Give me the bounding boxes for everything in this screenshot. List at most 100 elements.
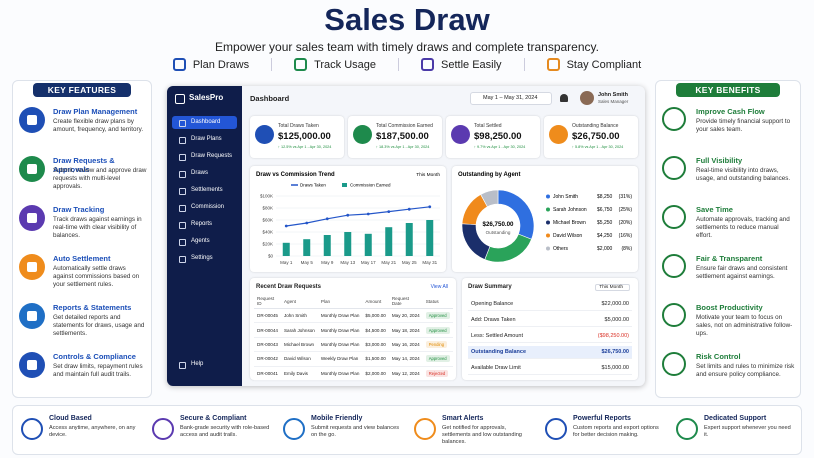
footer-text: Access anytime, anywhere, on any device. <box>49 425 136 438</box>
donut-segment <box>480 189 499 208</box>
benefit-icon <box>662 156 686 180</box>
benefit-text: Set limits and rules to minimize risk an… <box>696 363 795 379</box>
x-tick-label: May 31 <box>422 260 437 265</box>
benefits-panel: KEY BENEFITS Improve Cash Flow Provide tim… <box>655 80 801 398</box>
footer-title: Mobile Friendly <box>311 415 363 422</box>
menu-item[interactable]: Draw Plans <box>172 133 237 146</box>
legend-dot <box>546 220 550 225</box>
menu-item[interactable]: Reports <box>172 218 237 231</box>
cell: $3,000.00 <box>362 337 389 353</box>
header-row: Request ID Agent Plan Amount Request Date Sta… <box>254 294 453 309</box>
kpi-change: ↑ 5.8% vs Apr 1 - Apr 30, 2024 <box>572 145 624 149</box>
menu-item[interactable]: Settlements <box>172 184 237 197</box>
feature: Draw Plan Management Create flexible draw… <box>13 105 151 153</box>
benefit-title: Full Visibility <box>696 156 743 165</box>
y-tick-label: $60K <box>262 218 273 223</box>
footer-item: Cloud Based Access anytime, anywhere, on … <box>13 406 144 456</box>
cell: David Wilson <box>280 351 318 367</box>
highlight-icon <box>294 58 308 71</box>
column-header: Plan <box>317 294 363 309</box>
menu-item[interactable]: Draws <box>172 167 237 180</box>
benefit-title: Boost Productivity <box>696 303 763 312</box>
cell: Monthly Draw Plan <box>317 322 363 338</box>
status-badge: Pending <box>425 340 448 348</box>
footer-icon <box>676 418 698 440</box>
kpi-icon <box>549 125 568 144</box>
feature-title: Draw Tracking <box>53 205 105 214</box>
main-area: Dashboard May 1 – May 31, 2024 John Smith S… <box>242 86 645 386</box>
x-tick-label: May 21 <box>381 260 396 265</box>
legend-label: Commission Earned <box>350 183 391 188</box>
brand-icon <box>175 94 185 104</box>
benefit: Boost Productivity Motivate your team to … <box>656 301 800 349</box>
benefit-text: Provide timely financial support to your… <box>696 118 791 134</box>
column-header: Request ID <box>254 294 281 309</box>
cell: Approved <box>422 351 453 367</box>
cell: DR-00045 <box>254 308 281 324</box>
summary-label: Outstanding Balance <box>471 349 527 355</box>
feature-icon <box>19 205 45 231</box>
date-range[interactable]: May 1 – May 31, 2024 <box>470 92 552 105</box>
point <box>325 217 329 221</box>
column-header: Agent <box>280 294 318 309</box>
x-tick-label: May 13 <box>340 260 355 265</box>
feature-text: Set draw limits, repayment rules and mai… <box>53 363 143 379</box>
highlight-text: Plan Draws <box>192 58 250 71</box>
menu-item[interactable]: Draw Requests <box>172 150 237 163</box>
y-tick-label: $20K <box>262 242 273 247</box>
kpi-label: Total Draws Taken <box>278 123 319 129</box>
legend-percent: (31%) <box>619 194 633 200</box>
x-tick-label: May 1 <box>280 260 293 265</box>
kpi-value: $187,500.00 <box>376 131 429 142</box>
feature-icon <box>19 156 45 182</box>
trend-chart: Draw vs Commission Trend This Month Draws … <box>256 172 440 265</box>
title: Sales Draw <box>324 2 490 37</box>
benefit-title: Fair & Transparent <box>696 254 763 263</box>
feature: Auto Settlement Automatically settle draw… <box>13 252 151 300</box>
panel-title: KEY FEATURES <box>33 83 131 97</box>
benefit-title: Risk Control <box>696 352 741 361</box>
menu-item[interactable]: Dashboard <box>172 116 237 129</box>
summary-value: $26,750.00 <box>601 349 629 355</box>
point <box>387 210 391 213</box>
kpi-value: $125,000.00 <box>278 131 331 142</box>
benefit-text: Ensure fair draws and consistent settlem… <box>696 265 788 281</box>
donut-center-value: $26,750.00 <box>483 221 515 228</box>
sidebar: SalesPro Dashboard Draw Plans Draw Requests… <box>167 86 242 386</box>
requests-table: Request ID Agent Plan Amount Request Date Sta… <box>254 294 453 381</box>
chart-title: Outstanding by Agent <box>458 172 520 178</box>
menu-item[interactable]: Commission <box>172 201 237 214</box>
highlights: Plan Draws Track Usage Settle Easily Stay C… <box>0 58 814 71</box>
y-tick-label: $80K <box>262 206 273 211</box>
feature-text: Automatically settle draws against commi… <box>53 265 140 289</box>
cell: May 14, 2024 <box>388 351 423 367</box>
footer-title: Smart Alerts <box>442 415 484 422</box>
benefit-icon <box>662 254 686 278</box>
footer-icon <box>545 418 567 440</box>
column-header: Status <box>422 294 453 309</box>
kpi-card: Outstanding Balance $26,750.00 ↑ 5.8% vs A… <box>544 116 638 158</box>
footer-item: Dedicated Support Expert support whenever… <box>668 406 799 456</box>
menu-item[interactable]: Agents <box>172 235 237 248</box>
footer-icon <box>152 418 174 440</box>
legend-amount: $8,250 <box>597 194 613 200</box>
cell: DR-00042 <box>254 351 281 367</box>
menu-item[interactable]: Help <box>172 358 237 371</box>
legend-amount: $5,250 <box>597 220 613 226</box>
footer-item: Powerful Reports Custom reports and expor… <box>537 406 668 456</box>
cell: $5,000.00 <box>362 308 389 324</box>
cell: $2,000.00 <box>362 366 389 381</box>
kpi-card: Total Settled $98,250.00 ↑ 9.7% vs Apr 1 -… <box>446 116 540 158</box>
legend-label: David Wilson <box>553 233 582 239</box>
kpi-value: $98,250.00 <box>474 131 522 142</box>
cell: Monthly Draw Plan <box>317 366 363 381</box>
view-all[interactable]: View All <box>430 284 448 290</box>
legend-dot <box>546 207 550 212</box>
feature-icon <box>19 303 45 329</box>
cell: $4,500.00 <box>362 322 389 338</box>
feature: Draw Requests & Approvals Submit, review … <box>13 154 151 202</box>
feature-title: Auto Settlement <box>53 254 111 263</box>
bell <box>560 94 568 102</box>
menu-item[interactable]: Settings <box>172 252 237 265</box>
legend-dot <box>546 194 550 199</box>
